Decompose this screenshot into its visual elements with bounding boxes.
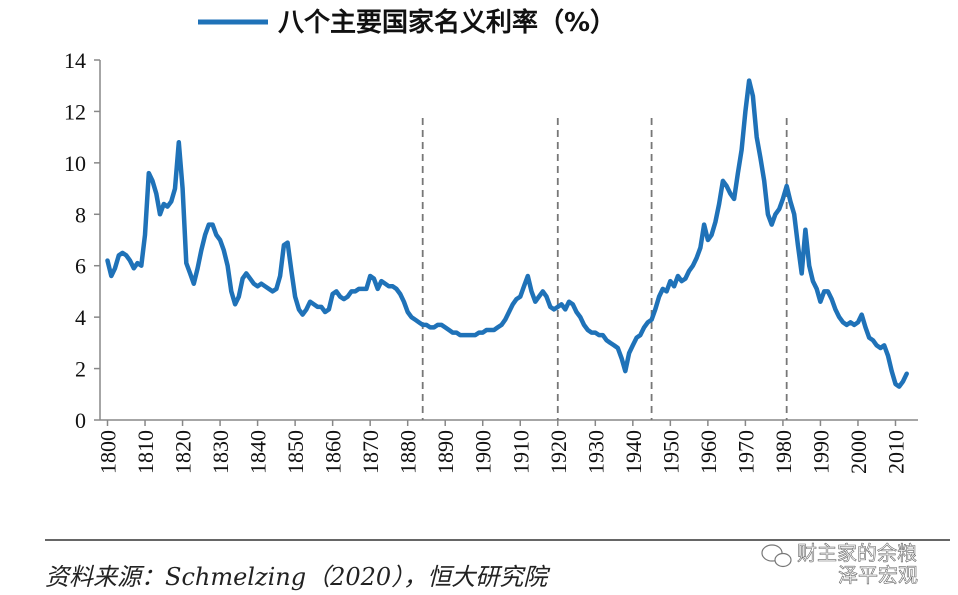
x-tick-label: 1880 [396,430,421,474]
legend-label: 八个主要国家名义利率（%） [278,7,616,38]
x-tick-label: 1920 [546,430,571,474]
watermark-line1: 财主家的余粮 [797,541,917,565]
x-tick-label: 1950 [658,430,683,474]
axes [99,60,918,421]
x-tick-label: 1860 [321,430,346,474]
x-tick-label: 1940 [621,430,646,474]
x-tick-label: 1900 [471,430,496,474]
series-group [105,78,909,389]
y-tick-label: 4 [75,305,86,330]
x-tick-label: 1980 [771,430,796,474]
x-tick-label: 1810 [133,430,158,474]
y-ticks: 0 2 4 6 8 10 12 14 [64,48,100,433]
watermark: 财主家的余粮 泽平宏观 [761,541,918,587]
x-tick-label: 1870 [358,430,383,474]
series-line [105,78,909,389]
x-tick-label: 1850 [283,430,308,474]
legend: 八个主要国家名义利率（%） [198,7,616,38]
x-tick-label: 1960 [696,430,721,474]
y-tick-label: 0 [75,408,86,433]
y-tick-label: 10 [64,151,86,176]
wechat-icon [761,544,792,568]
x-tick-label: 1820 [171,430,196,474]
x-tick-label: 1910 [508,430,533,474]
source-note: 资料来源：Schmelzing（2020），恒大研究院 [45,563,551,591]
x-ticks: 1800 1810 1820 1830 1840 1850 1860 1870 1880 1890… [96,420,908,474]
x-tick-label: 1830 [208,430,233,474]
x-tick-label: 1800 [96,430,121,474]
x-tick-label: 2010 [883,430,908,474]
x-tick-label: 1930 [583,430,608,474]
watermark-line2: 泽平宏观 [838,563,918,587]
x-tick-label: 2000 [846,430,871,474]
y-tick-label: 8 [75,202,86,227]
y-tick-label: 6 [75,254,86,279]
y-tick-label: 2 [75,357,86,382]
vertical-reference-lines [421,118,788,420]
x-tick-label: 1840 [246,430,271,474]
x-tick-label: 1890 [433,430,458,474]
x-tick-label: 1990 [808,430,833,474]
y-tick-label: 12 [64,99,86,124]
y-tick-label: 14 [64,48,86,73]
x-tick-label: 1970 [733,430,758,474]
